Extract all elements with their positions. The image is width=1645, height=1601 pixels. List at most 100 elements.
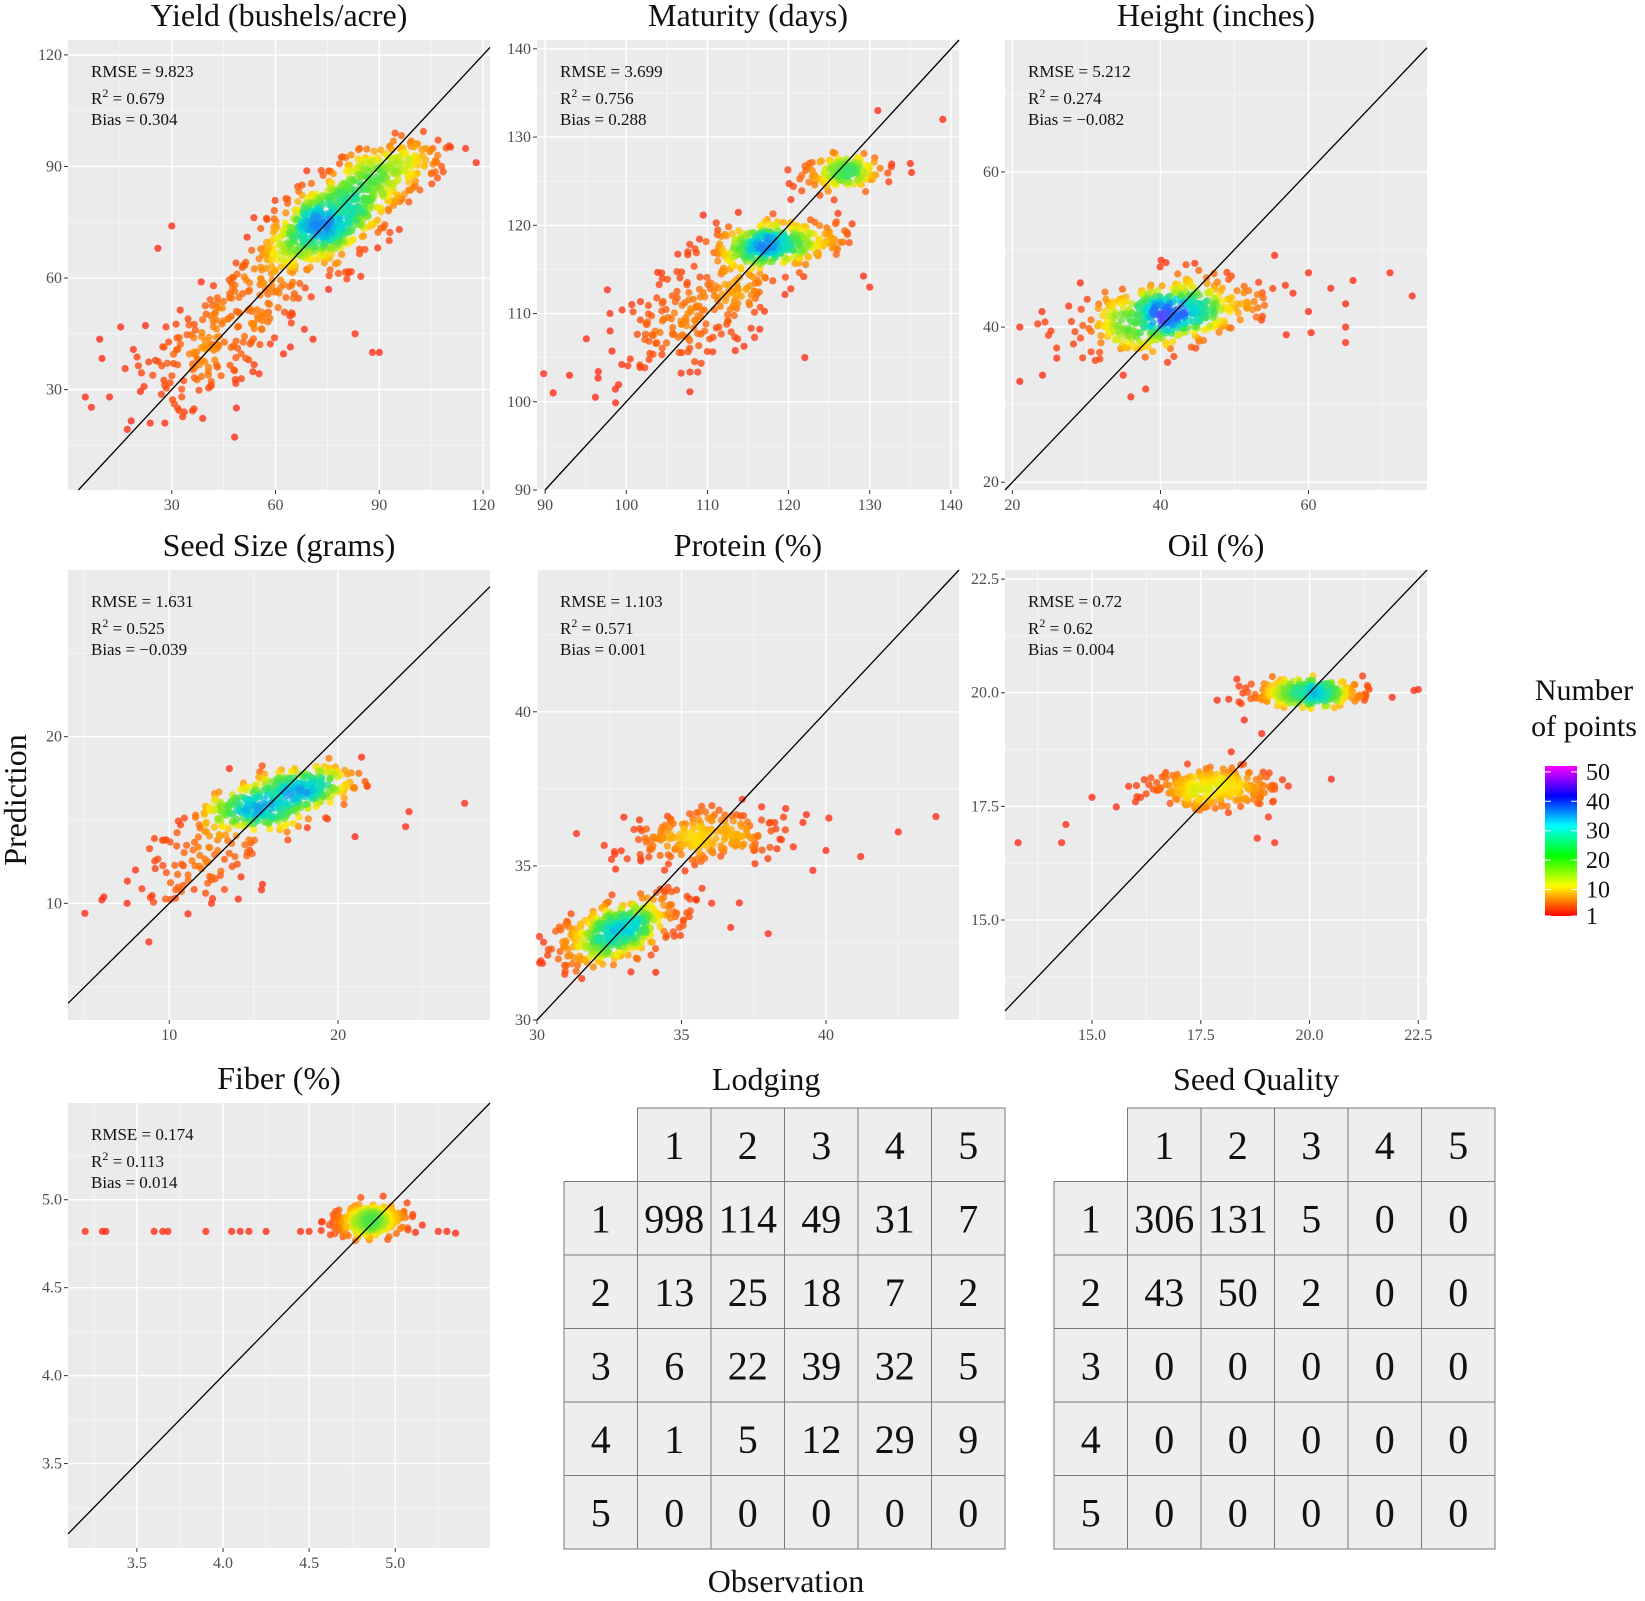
data-point: [270, 207, 278, 215]
data-point: [301, 284, 309, 292]
data-point: [208, 873, 216, 881]
data-point: [204, 368, 212, 376]
data-point: [618, 306, 626, 314]
data-point: [145, 845, 154, 853]
data-point: [1269, 798, 1277, 806]
table-cell: 9: [931, 1401, 1006, 1476]
data-point: [337, 224, 346, 232]
gridlines: [537, 40, 959, 491]
table-cell: 0: [784, 1475, 859, 1550]
data-point: [694, 823, 702, 832]
data-point: [288, 309, 296, 317]
data-point: [199, 414, 207, 422]
table-cell-text: 0: [1228, 1417, 1248, 1462]
data-point: [1109, 302, 1117, 310]
data-point: [698, 884, 706, 892]
data-point: [1247, 680, 1255, 688]
data-point: [1053, 344, 1061, 352]
r2-label: R2 = 0.274: [1028, 86, 1102, 108]
data-point: [568, 960, 576, 968]
data-point: [243, 848, 251, 856]
data-point: [673, 287, 681, 295]
data-point: [572, 830, 581, 838]
data-point: [758, 846, 766, 854]
data-point: [145, 358, 153, 366]
data-point: [123, 899, 131, 907]
data-point: [1237, 700, 1245, 708]
data-point: [932, 813, 940, 821]
data-point: [1271, 839, 1279, 847]
data-point: [351, 330, 359, 338]
table-cell: 998: [637, 1181, 712, 1256]
data-point: [1162, 259, 1170, 267]
data-point: [349, 177, 357, 185]
x-tick-label: 60: [1301, 497, 1317, 514]
data-point: [367, 220, 375, 228]
data-point: [702, 808, 710, 816]
data-point: [787, 285, 795, 293]
data-point: [1016, 323, 1024, 331]
data-point: [178, 860, 186, 868]
data-point: [209, 895, 217, 903]
data-point: [396, 1225, 404, 1233]
data-point: [1240, 716, 1248, 724]
data-point: [1147, 774, 1155, 782]
data-point: [699, 211, 707, 219]
table-cell-text: 0: [1154, 1490, 1174, 1535]
data-point: [747, 324, 755, 332]
data-point: [608, 891, 616, 899]
table-cell: 0: [1127, 1328, 1202, 1403]
x-tick-label: 4.0: [213, 1555, 233, 1572]
data-point: [645, 337, 653, 345]
table-cell-text: 0: [1375, 1343, 1395, 1388]
table-cell-text: 0: [1375, 1196, 1395, 1241]
data-point: [547, 945, 556, 953]
data-point: [319, 171, 327, 179]
data-point: [201, 358, 209, 366]
table-cell-text: 22: [728, 1343, 768, 1388]
data-point: [364, 1215, 372, 1224]
data-point: [645, 853, 653, 861]
rmse-label: RMSE = 9.823: [91, 62, 194, 81]
data-point: [228, 1227, 236, 1235]
data-point: [1327, 775, 1335, 783]
data-point: [192, 813, 200, 822]
data-point: [1157, 310, 1165, 318]
data-point: [1289, 289, 1297, 297]
r2-label: R2 = 0.113: [91, 1149, 164, 1171]
data-point: [766, 843, 774, 851]
data-point: [271, 196, 279, 205]
table-col-header: 4: [857, 1107, 932, 1182]
table-cell: 0: [1347, 1475, 1422, 1550]
table-cell: 0: [1200, 1475, 1275, 1550]
data-point: [669, 330, 677, 338]
data-point: [81, 909, 89, 917]
legend-title-line2: of points: [1531, 710, 1637, 743]
data-point: [261, 286, 269, 294]
data-point: [376, 168, 385, 176]
data-point: [611, 385, 620, 393]
data-point: [174, 345, 182, 353]
data-point: [185, 321, 193, 329]
data-point: [269, 228, 277, 236]
data-point: [1258, 312, 1267, 320]
table-row-header: 4: [563, 1401, 638, 1476]
table-cell: 7: [931, 1181, 1006, 1256]
data-point: [150, 1227, 158, 1235]
data-point: [822, 846, 830, 855]
data-point: [381, 221, 389, 229]
data-point: [627, 968, 635, 976]
data-point: [177, 821, 185, 829]
data-point: [164, 1227, 172, 1235]
table-cell-text: 0: [1375, 1417, 1395, 1462]
data-point: [1119, 371, 1127, 379]
y-tick-label: 20.0: [971, 685, 999, 702]
data-point: [366, 167, 374, 175]
data-point: [617, 847, 625, 855]
table-cell-text: 4: [591, 1417, 611, 1462]
data-point: [133, 353, 141, 361]
data-point: [1169, 338, 1177, 346]
data-point: [342, 1222, 351, 1230]
